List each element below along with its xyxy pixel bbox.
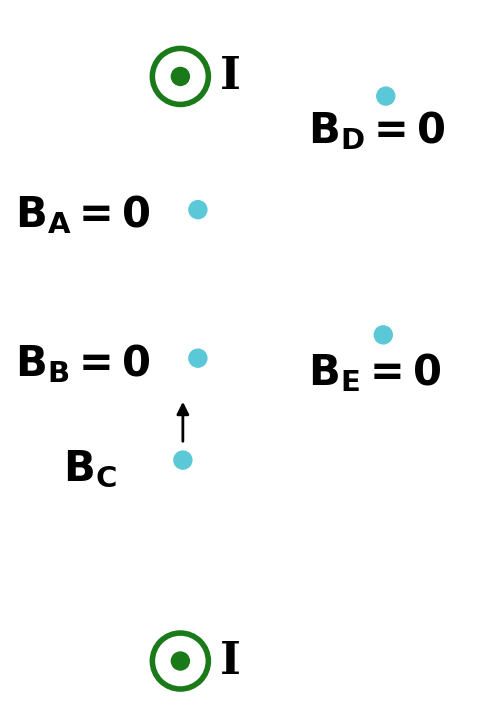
Text: $\bf{B}_{\bf{D}}\bf{=0}$: $\bf{B}_{\bf{D}}\bf{=0}$ xyxy=(308,110,446,152)
Text: $\bf{B}_{\bf{A}}\bf{=0}$: $\bf{B}_{\bf{A}}\bf{=0}$ xyxy=(15,194,151,236)
Circle shape xyxy=(189,349,207,367)
Circle shape xyxy=(171,652,189,670)
Circle shape xyxy=(171,68,189,85)
Text: $\bf{B}_{\bf{E}}\bf{=0}$: $\bf{B}_{\bf{E}}\bf{=0}$ xyxy=(308,352,441,394)
Circle shape xyxy=(189,201,207,218)
Text: $\bf{B}_{\bf{B}}\bf{=0}$: $\bf{B}_{\bf{B}}\bf{=0}$ xyxy=(15,343,151,385)
Circle shape xyxy=(174,451,192,469)
Text: I: I xyxy=(220,639,241,683)
Circle shape xyxy=(377,87,395,105)
Text: $\bf{B}_{\bf{C}}$: $\bf{B}_{\bf{C}}$ xyxy=(63,448,116,491)
Text: I: I xyxy=(220,55,241,98)
Circle shape xyxy=(374,326,392,344)
